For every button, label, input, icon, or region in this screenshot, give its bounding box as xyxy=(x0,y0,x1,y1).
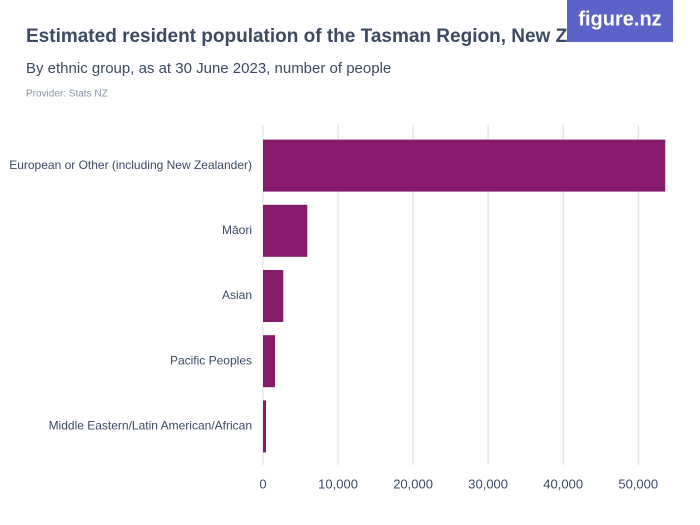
bar xyxy=(263,400,267,453)
y-tick-label: Asian xyxy=(222,288,252,302)
chart-subtitle: By ethnic group, as at 30 June 2023, num… xyxy=(26,60,391,77)
logo: figure.nz xyxy=(578,8,661,30)
x-tick-label: 40,000 xyxy=(543,476,583,491)
bar xyxy=(263,139,666,192)
y-tick-label: Māori xyxy=(222,223,252,237)
bar xyxy=(263,270,284,322)
provider: Provider: Stats NZ xyxy=(26,89,108,100)
x-tick-label: 20,000 xyxy=(393,476,433,491)
x-tick-label: 10,000 xyxy=(318,476,358,491)
x-tick-label: 30,000 xyxy=(468,476,508,491)
x-tick-label: 50,000 xyxy=(618,476,658,491)
logo-box xyxy=(567,0,673,42)
chart-title: Estimated resident population of the Tas… xyxy=(26,26,627,47)
bar xyxy=(263,204,308,257)
y-tick-label: European or Other (including New Zealand… xyxy=(9,158,252,172)
x-tick-label: 0 xyxy=(259,476,266,491)
y-tick-label: Middle Eastern/Latin American/African xyxy=(49,419,252,433)
y-tick-label: Pacific Peoples xyxy=(170,353,252,367)
bar xyxy=(263,335,276,388)
